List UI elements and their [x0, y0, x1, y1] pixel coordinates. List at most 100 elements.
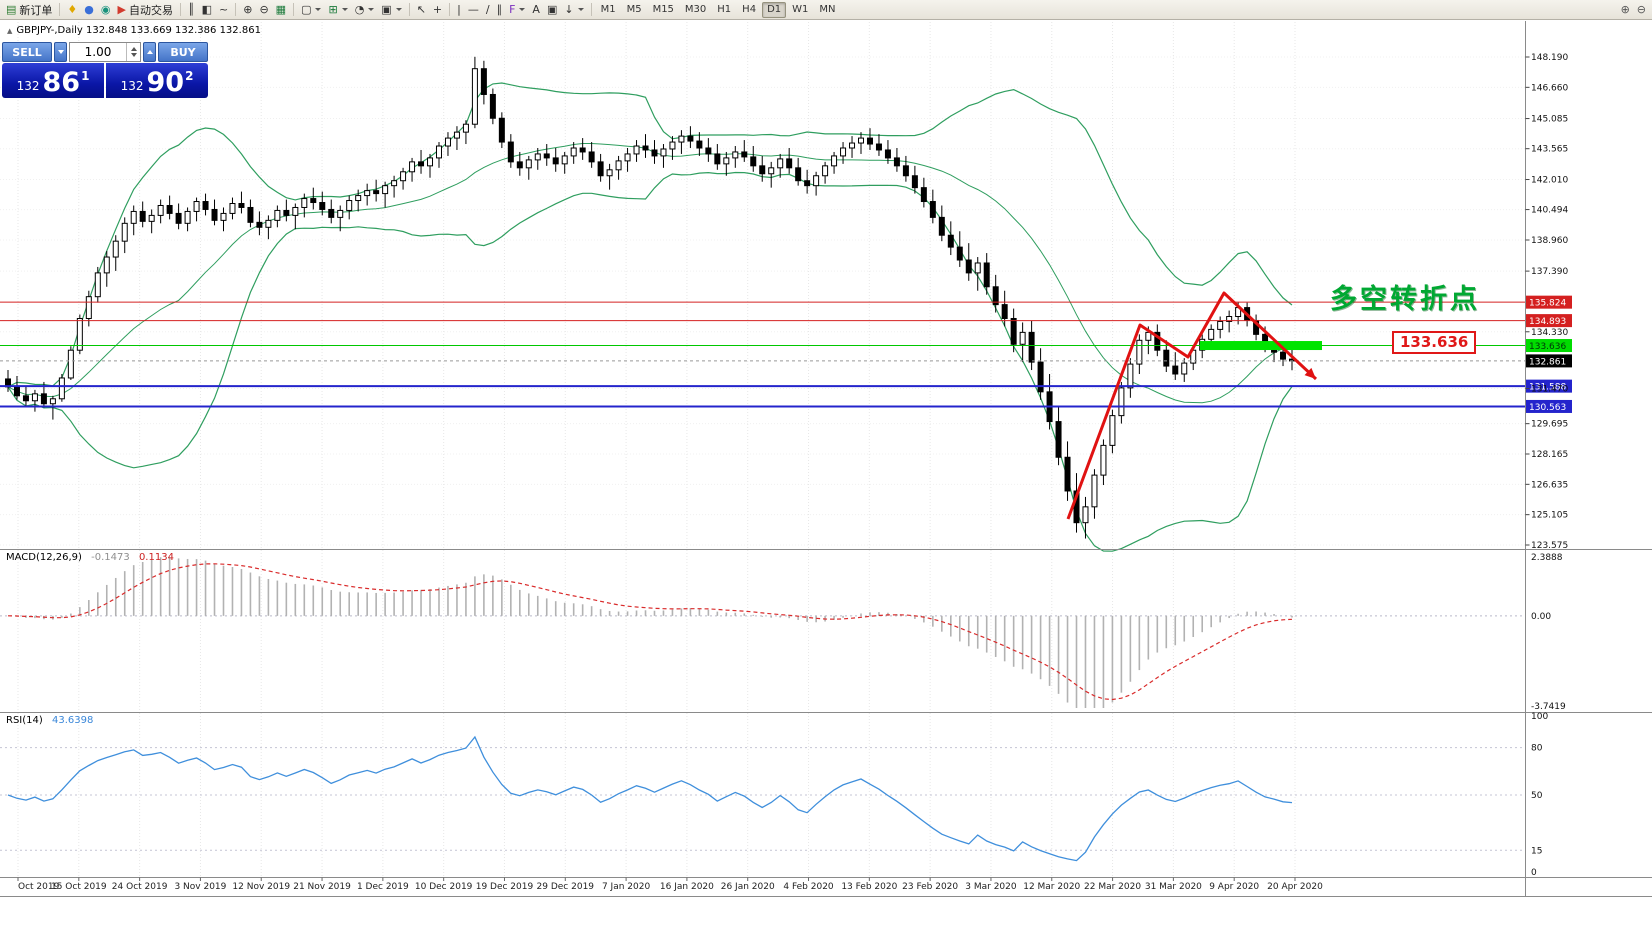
- equidistant-channel-icon[interactable]: ∥: [494, 2, 506, 18]
- zoom-in-icon-glyph: ⊕: [243, 2, 253, 16]
- svg-text:3 Mar 2020: 3 Mar 2020: [965, 882, 1017, 892]
- cursor-icon-glyph: ↖: [416, 2, 426, 16]
- vertical-line-icon[interactable]: |: [454, 2, 464, 18]
- svg-text:134.893: 134.893: [1529, 317, 1566, 327]
- timeframe-button-h1[interactable]: H1: [717, 3, 732, 15]
- macd-indicator-label: MACD(12,26,9) -0.1473 0.1134: [6, 552, 174, 563]
- fibonacci-icon[interactable]: F: [506, 2, 528, 18]
- svg-text:131.588: 131.588: [1529, 383, 1566, 393]
- macd-axis: 2.3888 0.00 -3.7419: [1531, 553, 1566, 712]
- timeframe-button-m15[interactable]: M15: [652, 3, 674, 15]
- collapse-trade-panel-icon[interactable]: ▲: [7, 26, 13, 35]
- dropdown-caret-icon[interactable]: [577, 8, 584, 11]
- chart-template-icon-glyph: ▣: [381, 2, 392, 16]
- sell-price-point: 1: [81, 69, 90, 83]
- arrows-tool-icon[interactable]: ↓: [561, 2, 586, 18]
- new-order-button[interactable]: ▤ 新订单: [3, 2, 55, 18]
- zoom-chart-out-icon[interactable]: ⊖: [1634, 2, 1649, 18]
- svg-text:0: 0: [1531, 868, 1537, 878]
- sell-options-caret[interactable]: [54, 42, 67, 62]
- sound-icon[interactable]: ♦: [64, 2, 80, 18]
- zoom-in-icon[interactable]: ⊕: [240, 2, 255, 18]
- tile-windows-icon[interactable]: ▦: [273, 2, 289, 18]
- toolbar-separator: [408, 3, 410, 16]
- svg-text:1 Dec 2019: 1 Dec 2019: [357, 882, 409, 892]
- candlestick-icon[interactable]: ◧: [199, 2, 215, 18]
- svg-text:148.190: 148.190: [1531, 53, 1568, 63]
- cursor-icon[interactable]: ↖: [414, 2, 429, 18]
- toolbar-separator: [293, 3, 295, 16]
- pane-separators: [0, 21, 1652, 897]
- dropdown-caret-icon[interactable]: [341, 8, 348, 11]
- label-tool-icon[interactable]: ▣: [544, 2, 560, 18]
- svg-text:0.00: 0.00: [1531, 612, 1551, 622]
- horizontal-line-icon[interactable]: —: [465, 2, 482, 18]
- volume-spinner[interactable]: [126, 43, 140, 61]
- crosshair-icon[interactable]: +: [430, 2, 445, 18]
- svg-text:4 Feb 2020: 4 Feb 2020: [783, 882, 834, 892]
- text-tool-icon-glyph: A: [532, 2, 540, 16]
- dropdown-caret-icon[interactable]: [519, 8, 526, 11]
- zoom-out-icon[interactable]: ⊖: [256, 2, 271, 18]
- timeframe-button-d1[interactable]: D1: [762, 1, 787, 18]
- svg-text:21 Nov 2019: 21 Nov 2019: [293, 882, 351, 892]
- caret-down-icon: [57, 50, 64, 54]
- toolbar-separator: [235, 3, 237, 16]
- svg-text:26 Jan 2020: 26 Jan 2020: [721, 882, 775, 892]
- svg-text:135.824: 135.824: [1529, 299, 1566, 309]
- timeframe-button-m5[interactable]: M5: [626, 3, 642, 15]
- svg-text:126.635: 126.635: [1531, 480, 1568, 490]
- line-chart-icon[interactable]: ~: [216, 2, 231, 18]
- sell-button[interactable]: SELL: [2, 42, 52, 62]
- new-order-button-glyph: ▤: [6, 2, 17, 16]
- symbol-bar: ▲ GBPJPY-,Daily 132.848 133.669 132.386 …: [7, 25, 261, 36]
- dropdown-caret-icon[interactable]: [395, 8, 402, 11]
- chart-template-icon[interactable]: ▣: [378, 2, 404, 18]
- community-icon[interactable]: ◉: [98, 2, 114, 18]
- volume-field[interactable]: 1.00: [69, 42, 141, 62]
- dropdown-caret-icon[interactable]: [368, 8, 375, 11]
- zoom-chart-in-icon[interactable]: ⊕: [1618, 2, 1633, 18]
- svg-text:Oct 2019: Oct 2019: [18, 882, 60, 892]
- toolbar: ▤ 新订单 ♦ ● ◉ ▶ 自动交易 ║ ◧ ~ ⊕ ⊖ ▦ ▢ ⊞ ◔ ▣ ↖ + | — ∕ ∥ F A ▣ ↓ M1 M5 M15 M…: [0, 0, 1652, 20]
- ohlc-bars-icon[interactable]: ║: [185, 2, 198, 18]
- period-clock-icon[interactable]: ◔: [352, 2, 378, 18]
- rsi-level-lines: [0, 747, 1526, 851]
- buy-options-caret[interactable]: [143, 42, 156, 62]
- sell-price-display[interactable]: 132 86 1: [2, 63, 104, 98]
- timeframe-button-m30[interactable]: M30: [684, 3, 707, 15]
- timeframe-button-m1[interactable]: M1: [600, 3, 616, 15]
- volume-value[interactable]: 1.00: [84, 45, 112, 59]
- svg-text:-3.7419: -3.7419: [1531, 702, 1566, 712]
- ohlc-bars-icon-glyph: ║: [187, 2, 195, 16]
- dropdown-caret-icon[interactable]: [315, 8, 322, 11]
- macd-signal-value: 0.1134: [138, 552, 174, 563]
- timeframe-button-mn[interactable]: MN: [819, 3, 836, 15]
- rsi-line: [7, 735, 1293, 862]
- toolbar-separator: [449, 3, 451, 16]
- arrange-charts-icon[interactable]: ▢: [298, 2, 324, 18]
- svg-text:140.494: 140.494: [1531, 206, 1568, 216]
- profile-icon[interactable]: ●: [81, 2, 97, 18]
- svg-text:125.105: 125.105: [1531, 511, 1568, 521]
- text-tool-icon[interactable]: A: [529, 2, 543, 18]
- trendline-icon[interactable]: ∕: [483, 2, 493, 18]
- grid-layer: [0, 22, 1526, 876]
- svg-text:12 Mar 2020: 12 Mar 2020: [1023, 882, 1080, 892]
- buy-button[interactable]: BUY: [158, 42, 208, 62]
- vertical-line-icon-glyph: |: [457, 2, 461, 16]
- autotrade-button[interactable]: ▶ 自动交易: [115, 2, 176, 18]
- buy-price-display[interactable]: 132 90 2: [106, 63, 208, 98]
- toolbar-separator: [590, 3, 592, 16]
- equidistant-channel-icon-glyph: ∥: [496, 2, 503, 16]
- spinner-down-icon[interactable]: [130, 53, 137, 57]
- timeframe-button-w1[interactable]: W1: [792, 3, 809, 15]
- timeframe-button-h4[interactable]: H4: [742, 3, 757, 15]
- svg-text:20 Apr 2020: 20 Apr 2020: [1267, 882, 1323, 892]
- macd-histogram: [16, 557, 1293, 708]
- autotrade-button-glyph: ▶: [117, 2, 126, 16]
- spinner-up-icon[interactable]: [130, 47, 137, 51]
- new-chart-icon[interactable]: ⊞: [325, 2, 350, 18]
